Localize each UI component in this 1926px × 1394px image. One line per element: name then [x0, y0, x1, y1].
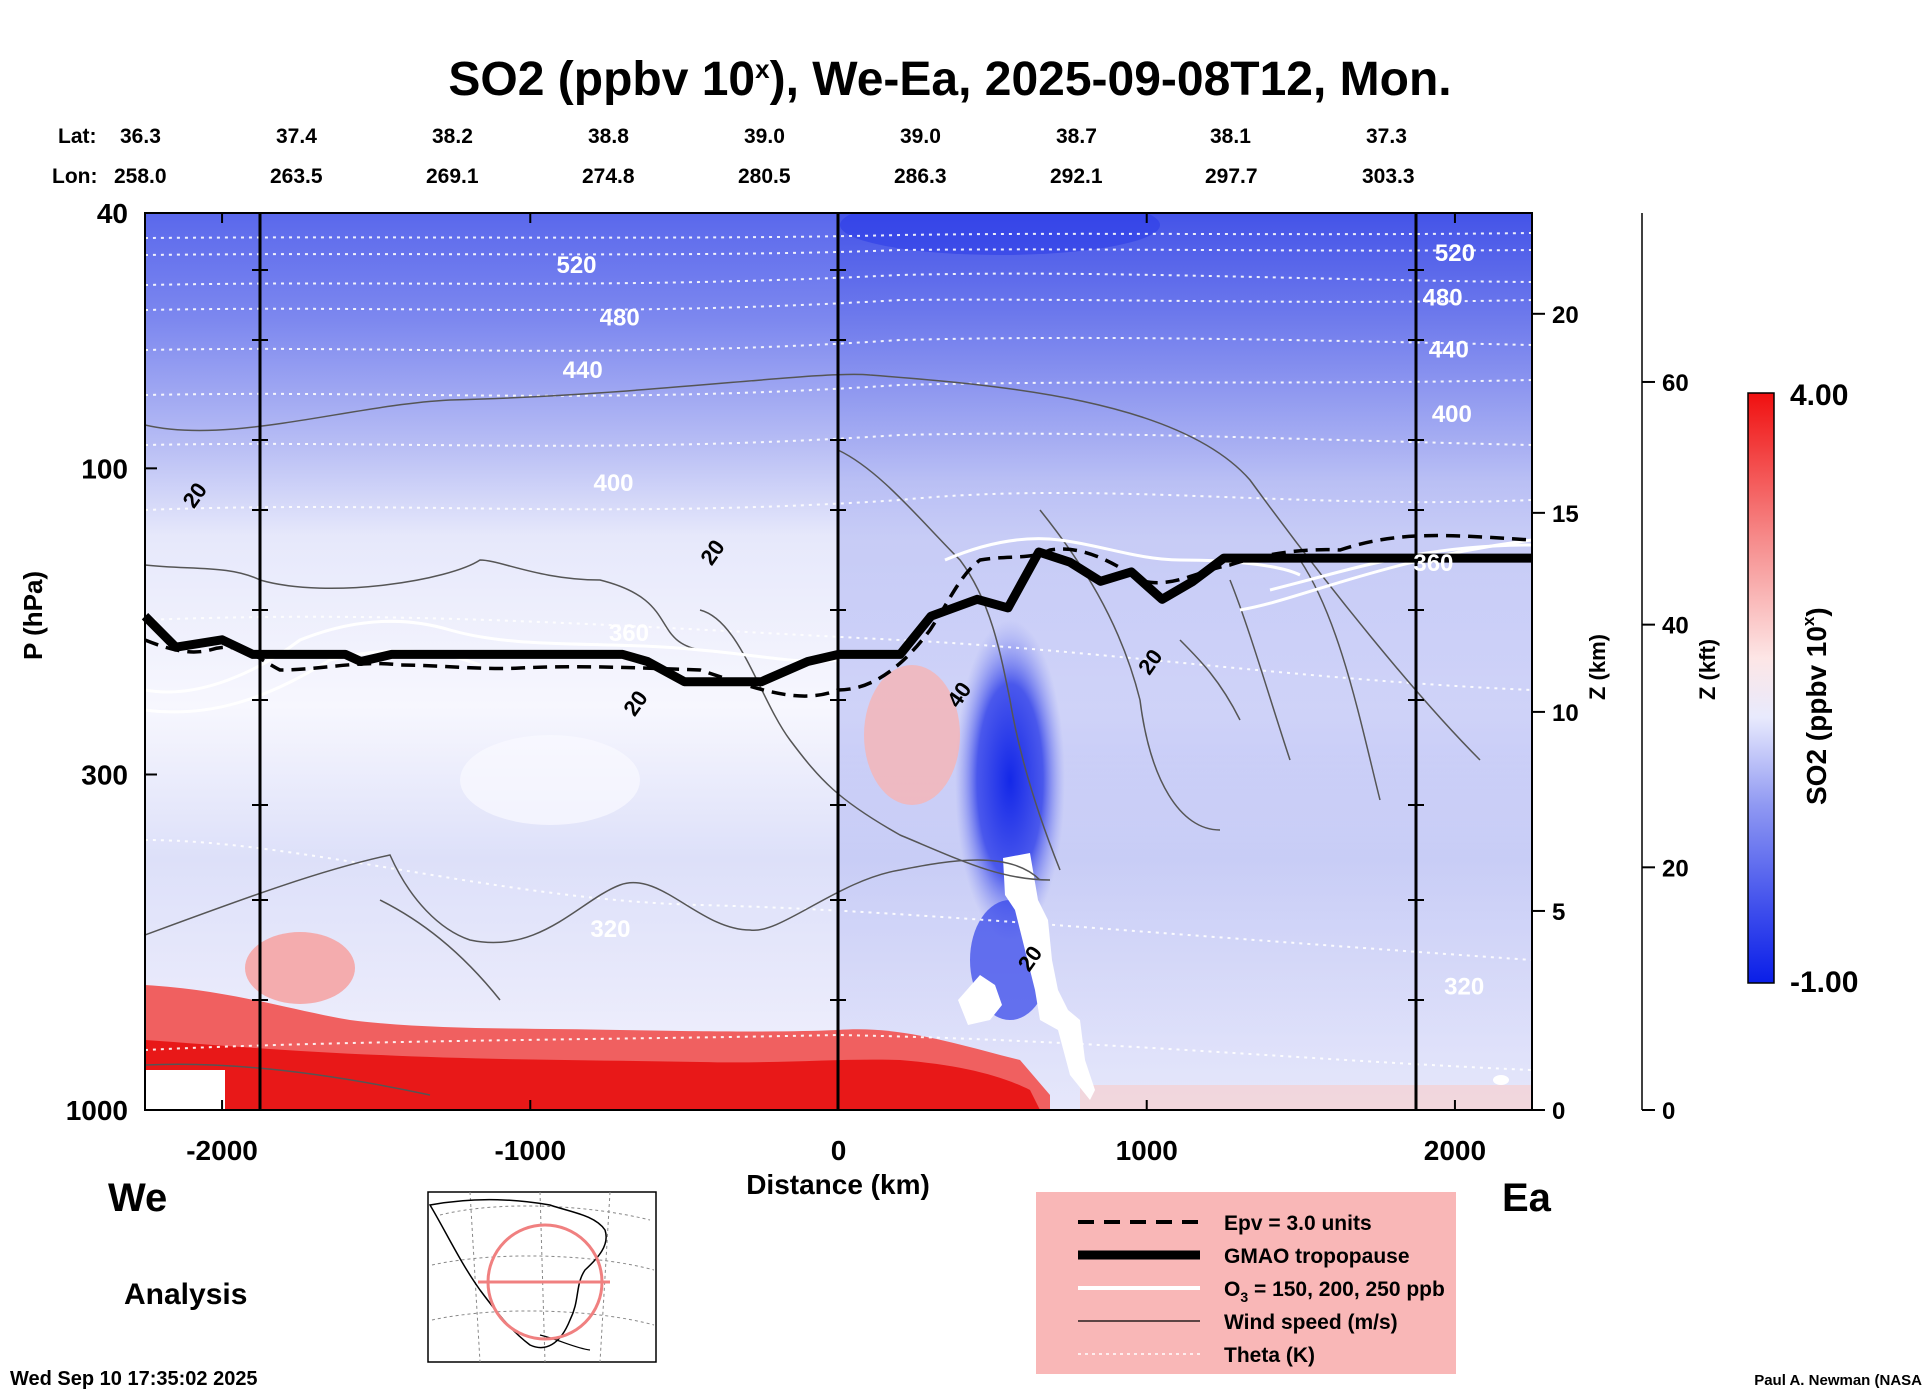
theta-label: 360: [1413, 550, 1453, 577]
y-axis: 40 100 300 1000: [66, 198, 157, 1126]
lon-value: 274.8: [582, 165, 635, 188]
z-kft-axis: 0 20 40 60: [1641, 213, 1689, 1125]
lat-value: 38.1: [1210, 125, 1251, 148]
lat-value: 36.3: [120, 125, 161, 148]
section-vertical-lines: [258, 213, 1418, 1110]
theta-label: 480: [600, 305, 640, 332]
x-tick-label: 1000: [1116, 1135, 1178, 1166]
lon-value: 303.3: [1362, 165, 1415, 188]
z-kft-tick-label: 40: [1662, 613, 1689, 640]
z-kft-tick-label: 20: [1662, 855, 1689, 882]
y-tick-label: 100: [81, 453, 128, 484]
theta-label: 360: [609, 620, 649, 647]
section-line-ticks: [252, 269, 1424, 1001]
x-tick-label: -1000: [494, 1135, 566, 1166]
z-km-axis: 0 5 10 15 20: [1531, 213, 1579, 1125]
footer-timestamp: Wed Sep 10 17:35:02 2025: [10, 1368, 258, 1390]
east-label: Ea: [1502, 1176, 1551, 1220]
z-kft-tick-label: 0: [1662, 1098, 1675, 1125]
x-axis-label: Distance (km): [746, 1169, 930, 1200]
colorbar: [1747, 392, 1775, 984]
theta-label: 400: [1432, 401, 1472, 428]
ozone-contours: [145, 537, 1532, 714]
lon-value: 286.3: [894, 165, 947, 188]
lat-value: 37.3: [1366, 125, 1407, 148]
x-tick-label: 2000: [1424, 1135, 1486, 1166]
theta-label: 480: [1423, 285, 1463, 312]
analysis-label: Analysis: [124, 1278, 248, 1311]
lon-value: 269.1: [426, 165, 479, 188]
y-tick-label: 300: [81, 759, 128, 790]
y-tick-label: 40: [97, 198, 128, 229]
z-km-tick-label: 20: [1552, 302, 1579, 329]
y-tick-label: 1000: [66, 1095, 128, 1126]
theta-label: 440: [1429, 336, 1469, 363]
footer-credit: Paul A. Newman (NASA: [1754, 1372, 1922, 1389]
lon-value: 280.5: [738, 165, 791, 188]
z-km-tick-label: 10: [1552, 700, 1579, 727]
lat-label: Lat:: [58, 125, 97, 148]
x-axis: -2000 -1000 0 1000 2000: [186, 213, 1486, 1166]
lon-value: 258.0: [114, 165, 167, 188]
z-km-label: Z (km): [1585, 634, 1610, 700]
tropopause-line: [141, 547, 1532, 687]
lat-value: 39.0: [900, 125, 941, 148]
lon-value: 263.5: [270, 165, 323, 188]
legend-label: O3 = 150, 200, 250 ppb: [1224, 1278, 1445, 1305]
x-tick-label: -2000: [186, 1135, 258, 1166]
theta-label: 320: [590, 916, 630, 943]
legend: Epv = 3.0 units GMAO tropopause O3 = 150…: [1036, 1192, 1456, 1374]
lon-label: Lon:: [52, 165, 98, 188]
lon-value: 297.7: [1205, 165, 1258, 188]
theta-label: 400: [593, 470, 633, 497]
colorbar-label: SO2 (ppbv 10x): [1799, 607, 1832, 805]
colorbar-max-label: 4.00: [1790, 379, 1848, 412]
theta-label: 320: [1444, 974, 1484, 1001]
z-kft-tick-label: 60: [1662, 370, 1689, 397]
lat-value: 38.8: [588, 125, 629, 148]
legend-label: GMAO tropopause: [1224, 1245, 1410, 1268]
location-map: [427, 1191, 657, 1363]
z-km-tick-label: 5: [1552, 899, 1565, 926]
west-label: We: [108, 1176, 168, 1220]
theta-label: 520: [1435, 240, 1475, 267]
lat-value: 39.0: [744, 125, 785, 148]
lat-value: 38.2: [432, 125, 473, 148]
legend-label: Wind speed (m/s): [1224, 1311, 1398, 1334]
x-tick-label: 0: [831, 1135, 847, 1166]
chart-title: SO2 (ppbv 10x), We-Ea, 2025-09-08T12, Mo…: [448, 53, 1452, 106]
lat-value: 37.4: [276, 125, 317, 148]
z-km-tick-label: 0: [1552, 1098, 1565, 1125]
lat-value: 38.7: [1056, 125, 1097, 148]
z-km-tick-label: 15: [1552, 501, 1579, 528]
colorbar-min-label: -1.00: [1790, 966, 1858, 999]
lon-value: 292.1: [1050, 165, 1103, 188]
epv-line: [144, 533, 1533, 698]
legend-label: Theta (K): [1224, 1344, 1315, 1367]
z-kft-label: Z (kft): [1695, 639, 1720, 700]
legend-label: Epv = 3.0 units: [1224, 1212, 1372, 1235]
theta-label: 440: [563, 357, 603, 384]
theta-contours: [145, 232, 1532, 1071]
theta-label: 520: [556, 252, 596, 279]
wind-contours: [145, 373, 1481, 1096]
